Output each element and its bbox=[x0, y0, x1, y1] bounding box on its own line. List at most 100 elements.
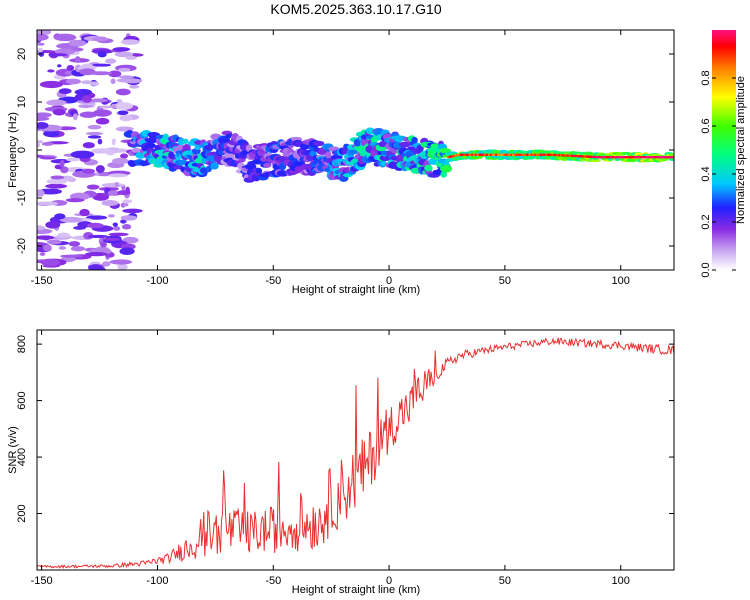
spectrogram-core-cell bbox=[476, 153, 479, 156]
spectrogram-core-cell bbox=[600, 156, 603, 159]
spectrogram-core-cell bbox=[534, 153, 537, 156]
spectrogram-noise-cell bbox=[102, 261, 111, 267]
snr-xtick-label: -50 bbox=[265, 575, 281, 587]
spectrogram-core-cell bbox=[556, 153, 559, 157]
spectrogram-core-cell bbox=[502, 153, 505, 156]
spectrogram-core-cell bbox=[623, 156, 626, 159]
spectrogram-noise-cell bbox=[122, 236, 139, 244]
spectrogram-core-cell bbox=[482, 153, 485, 156]
spectrogram-core-cell bbox=[628, 156, 631, 159]
spectrogram-noise-cell bbox=[46, 239, 62, 245]
spectrogram-signal-cell bbox=[348, 149, 359, 155]
spectrogram-noise-cell bbox=[65, 78, 81, 85]
spectrogram-core-cell bbox=[604, 156, 607, 159]
spectrogram-noise-cell bbox=[37, 140, 44, 144]
spectrogram-noise-cell bbox=[41, 142, 54, 146]
spectrogram-core-cell bbox=[478, 153, 481, 156]
spectrogram-noise-cell bbox=[87, 222, 104, 229]
spectrogram-noise-cell bbox=[79, 208, 90, 217]
spectrogram-signal-cell bbox=[411, 136, 418, 144]
spectrogram-noise-cell bbox=[37, 112, 52, 118]
spectrogram-core-cell bbox=[610, 156, 613, 159]
spectrogram-noise-cell bbox=[37, 122, 49, 130]
spectrogram-signal-cell bbox=[398, 141, 411, 148]
spectrogram-core-cell bbox=[582, 155, 585, 158]
spectrogram-xtick-label: -50 bbox=[265, 275, 281, 287]
spectrogram-noise-cell bbox=[120, 39, 140, 45]
spectrogram-noise-cell bbox=[46, 178, 68, 185]
snr-ytick-label: 400 bbox=[16, 448, 28, 466]
spectrogram-noise-cell bbox=[39, 252, 46, 256]
spectrogram-core-cell bbox=[480, 153, 483, 156]
spectrogram-noise-cell bbox=[117, 75, 135, 79]
spectrogram-signal-cell bbox=[214, 154, 224, 163]
spectrogram-noise-cell bbox=[100, 241, 107, 248]
spectrogram-core-cell bbox=[650, 156, 653, 159]
snr-line-area bbox=[37, 337, 674, 569]
spectrogram-noise-cell bbox=[102, 237, 121, 241]
spectrogram-noise-cell bbox=[46, 99, 67, 106]
spectrogram-noise-cell bbox=[37, 201, 59, 206]
spectrogram-core-cell bbox=[615, 156, 618, 159]
spectrogram-noise-cell bbox=[70, 150, 95, 159]
colorbar-tick-label: 0.4 bbox=[700, 166, 712, 181]
spectrogram-noise-cell bbox=[114, 181, 120, 188]
spectrogram-core-cell bbox=[539, 153, 542, 156]
snr-axes: -150 -100 -50 0 50 100 200 400 600 800 bbox=[16, 330, 674, 587]
spectrogram-core-cell bbox=[498, 153, 501, 156]
spectrogram-xtick-label: 50 bbox=[499, 275, 511, 287]
spectrogram-core-cell bbox=[532, 153, 535, 156]
spectrogram-noise-cell bbox=[120, 219, 127, 224]
spectrogram-core-cell bbox=[528, 153, 531, 156]
spectrogram-core-cell bbox=[621, 156, 624, 159]
spectrogram-core-cell bbox=[667, 156, 670, 159]
spectrogram-signal-cell bbox=[224, 152, 235, 160]
snr-xtick-label: -100 bbox=[146, 575, 168, 587]
spectrogram-core-cell bbox=[593, 155, 596, 159]
spectrogram-core-cell bbox=[636, 156, 639, 159]
spectrogram-signal-cell bbox=[251, 173, 261, 182]
spectrogram-noise-cell bbox=[85, 215, 108, 220]
spectrogram-core-cell bbox=[654, 156, 657, 159]
spectrogram-signal-cell bbox=[589, 158, 602, 163]
spectrogram-signal-cell bbox=[294, 166, 304, 173]
spectrogram-ytick-label: 10 bbox=[16, 96, 28, 108]
spectrogram-noise-cell bbox=[37, 142, 41, 148]
spectrogram-signal-cell bbox=[560, 157, 570, 161]
spectrogram-signal-cell bbox=[440, 164, 453, 173]
spectrogram-core-cell bbox=[624, 156, 627, 159]
spectrogram-noise-cell bbox=[101, 182, 125, 188]
spectrogram-core-cell bbox=[493, 153, 496, 156]
spectrogram-core-cell bbox=[602, 156, 605, 159]
spectrogram-core-cell bbox=[465, 153, 468, 156]
spectrogram-core-cell bbox=[639, 156, 642, 159]
spectrogram-noise-cell bbox=[48, 53, 68, 57]
spectrogram-signal-cell bbox=[370, 136, 378, 145]
spectrogram-signal-cell bbox=[299, 143, 310, 150]
spectrogram-noise-cell bbox=[129, 84, 140, 89]
spectrogram-signal-cell bbox=[192, 148, 201, 155]
spectrogram-noise-cell bbox=[89, 71, 113, 76]
spectrogram-noise-cell bbox=[109, 259, 133, 265]
spectrogram-noise-cell bbox=[121, 224, 132, 230]
spectrogram-core-cell bbox=[541, 153, 544, 156]
spectrogram-noise-cell bbox=[37, 47, 44, 53]
spectrogram-core-cell bbox=[550, 153, 553, 156]
spectrogram-noise-cell bbox=[112, 47, 131, 52]
spectrogram-noise-cell bbox=[108, 232, 129, 237]
spectrogram-noise-cell bbox=[113, 102, 134, 110]
snr-series-line bbox=[37, 337, 674, 569]
spectrogram-core-cell bbox=[656, 156, 659, 159]
spectrogram-core-cell bbox=[652, 156, 655, 159]
spectrogram-noise-cell bbox=[53, 33, 77, 42]
spectrogram-noise-cell bbox=[91, 49, 114, 54]
spectrogram-noise-cell bbox=[37, 116, 50, 121]
spectrogram-noise-cell bbox=[54, 213, 66, 220]
spectrogram-core-cell bbox=[545, 153, 548, 156]
spectrogram-core-cell bbox=[567, 154, 570, 157]
spectrogram-noise-cell bbox=[50, 175, 65, 180]
spectrogram-core-cell bbox=[611, 156, 614, 159]
spectrogram-noise-cell bbox=[97, 51, 107, 58]
spectrogram-noise-cell bbox=[122, 199, 133, 204]
